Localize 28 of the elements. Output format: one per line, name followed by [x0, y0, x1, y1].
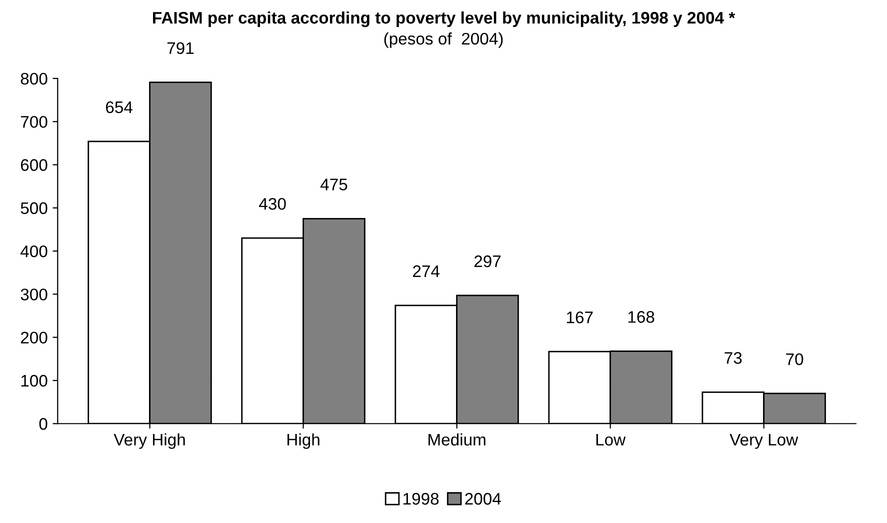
y-tick-label: 800	[20, 72, 48, 85]
y-tick-label: 0	[39, 418, 48, 430]
data-label: 654	[106, 101, 132, 114]
data-label: 168	[628, 311, 654, 323]
x-tick-label: Medium	[428, 433, 486, 446]
data-label: 70	[786, 353, 804, 366]
x-tick-label: Very High	[114, 433, 185, 449]
data-label: 274	[413, 265, 440, 277]
legend-label: 2004	[465, 492, 501, 505]
y-tick-label: 100	[21, 374, 48, 387]
chart-subtitle: (pesos of 2004)	[384, 32, 503, 48]
data-label: 791	[167, 42, 194, 54]
x-tick-label: Low	[596, 434, 626, 446]
data-label: 475	[320, 178, 348, 190]
y-tick-label: 300	[20, 288, 48, 300]
data-label: 430	[259, 198, 286, 210]
y-tick-label: 200	[20, 332, 48, 344]
legend-label: 1998	[404, 492, 439, 505]
x-tick-label: High	[288, 433, 320, 449]
y-tick-label: 400	[20, 245, 48, 258]
x-tick-label: Very Low	[730, 434, 798, 449]
y-tick-label: 600	[20, 159, 48, 171]
data-label: 167	[566, 311, 593, 324]
data-label: 297	[474, 255, 501, 268]
y-tick-label: 700	[20, 116, 48, 128]
y-tick-label: 500	[20, 202, 48, 214]
chart-title: FAISM per capita according to poverty level by municipality, 1998 y 2004 *	[153, 11, 736, 28]
data-label: 73	[724, 352, 742, 364]
